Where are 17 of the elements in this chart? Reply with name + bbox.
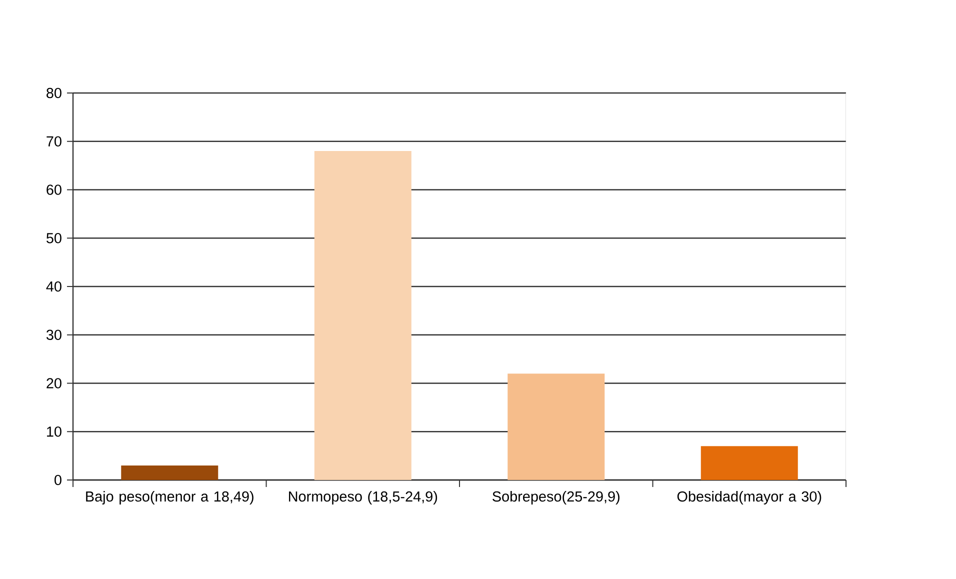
x-tick-label: Obesidad(mayor a 30) xyxy=(677,490,822,504)
y-tick-label: 30 xyxy=(46,330,62,340)
bar xyxy=(508,374,605,480)
y-tick-label: 10 xyxy=(47,426,62,437)
bar xyxy=(700,446,798,480)
x-tick-label: Normopeso (18,5-24,9) xyxy=(289,490,438,504)
y-tick-label: 40 xyxy=(46,281,62,292)
y-tick-label: 70 xyxy=(46,136,62,146)
bar xyxy=(121,465,218,480)
y-tick-label: 80 xyxy=(46,88,62,98)
y-tick-label: 20 xyxy=(46,378,62,388)
x-tick-label: Bajo peso(menor a 18,49) xyxy=(86,490,254,504)
bar xyxy=(314,151,412,480)
y-tick-label: 0 xyxy=(54,474,62,486)
x-tick-label: Sobrepeso(25-29,9) xyxy=(492,490,620,504)
y-tick-label: 60 xyxy=(46,184,62,195)
y-tick-label: 50 xyxy=(46,232,62,244)
